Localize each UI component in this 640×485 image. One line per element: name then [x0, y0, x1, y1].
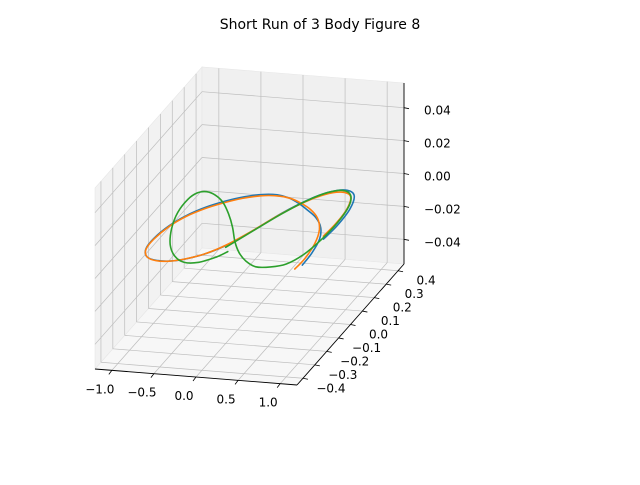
grid-line-y [136, 321, 339, 339]
z-tick [403, 238, 410, 241]
y-tick-label: 0.2 [393, 301, 412, 315]
y-tick [302, 377, 309, 380]
x-tick [108, 370, 113, 375]
y-tick-label: 0.4 [417, 274, 436, 288]
y-tick [314, 364, 320, 367]
z-tick-label: 0.00 [424, 170, 451, 184]
y-tick-label: −0.4 [316, 381, 345, 395]
data-series [144, 189, 356, 270]
z-tick-label: 0.04 [424, 104, 451, 118]
x-tick [150, 373, 155, 378]
chart-title: Short Run of 3 Body Figure 8 [220, 17, 421, 33]
z-tick-label: −0.02 [424, 202, 461, 216]
y-tick-label: 0.3 [405, 287, 424, 301]
y-tick [397, 270, 404, 273]
grid-line-y [184, 267, 387, 285]
grid-line-y [172, 281, 375, 298]
y-tick [362, 310, 368, 313]
z-tick-label: −0.04 [424, 235, 461, 249]
y-tick-label: −0.1 [352, 341, 381, 355]
grid-line-z [94, 157, 203, 279]
grid-line-z [201, 190, 405, 207]
y-tick [338, 337, 344, 340]
grid-line-z [201, 91, 405, 109]
grid-line-y [112, 348, 315, 366]
z-tick-label: 0.02 [424, 137, 451, 151]
y-tick [350, 324, 356, 326]
z-tick [403, 107, 410, 110]
x-tick [276, 383, 281, 388]
x-tick-label: 0.5 [217, 392, 236, 406]
y-tick-label: 0.0 [369, 328, 388, 342]
grid [94, 68, 405, 384]
grid-line-z [201, 124, 405, 141]
grid-line-z [201, 157, 405, 174]
y-tick-label: 0.1 [381, 314, 400, 328]
grid-line-z [94, 190, 203, 312]
grid-line-z [94, 91, 203, 213]
y-tick [326, 350, 332, 353]
z-tick [403, 206, 410, 208]
x-tick-label: −0.5 [127, 386, 156, 400]
grid-line-y [124, 335, 327, 352]
z-tick [403, 140, 410, 142]
y-tick [374, 297, 380, 300]
x-tick-label: −1.0 [85, 382, 114, 396]
x-tick [234, 380, 239, 385]
y-tick-label: −0.3 [328, 368, 357, 382]
axis-ticks: −1.0 −0.5 0.0 0.5 1.0−0.4−0.3−0.2−0.10.00.10… [85, 104, 461, 410]
grid-line-z [94, 223, 203, 345]
grid-line-y [160, 294, 363, 312]
series-line-3 [169, 189, 352, 269]
x-tick [192, 376, 197, 382]
series-line-2 [144, 191, 352, 270]
z-tick [403, 173, 410, 175]
y-tick-label: −0.2 [340, 354, 369, 368]
x-tick-label: 0.0 [174, 389, 193, 403]
grid-line-y [148, 308, 351, 325]
grid-line-y [196, 254, 399, 272]
x-tick-label: 1.0 [259, 396, 278, 410]
grid-line-y [100, 361, 303, 379]
y-tick [386, 283, 392, 286]
grid-line-z [94, 124, 203, 246]
grid-line-z [201, 222, 405, 240]
